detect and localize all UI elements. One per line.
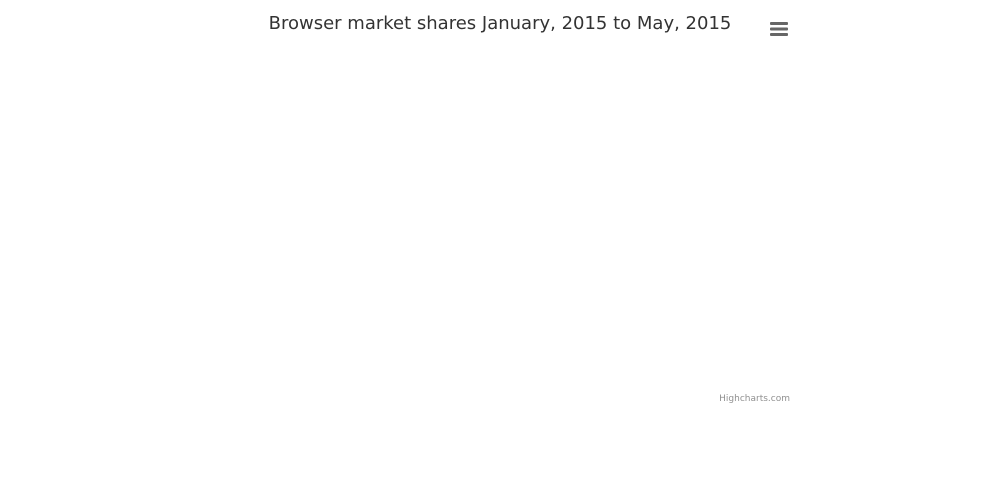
chart-title: Browser market shares January, 2015 to M… [268, 13, 732, 34]
chart-container: Browser market shares January, 2015 to M… [200, 0, 800, 420]
plot-area [210, 55, 790, 375]
context-menu-button[interactable] [762, 15, 796, 43]
hamburger-menu-icon [770, 22, 788, 36]
credits-link[interactable]: Highcharts.com [719, 394, 790, 404]
